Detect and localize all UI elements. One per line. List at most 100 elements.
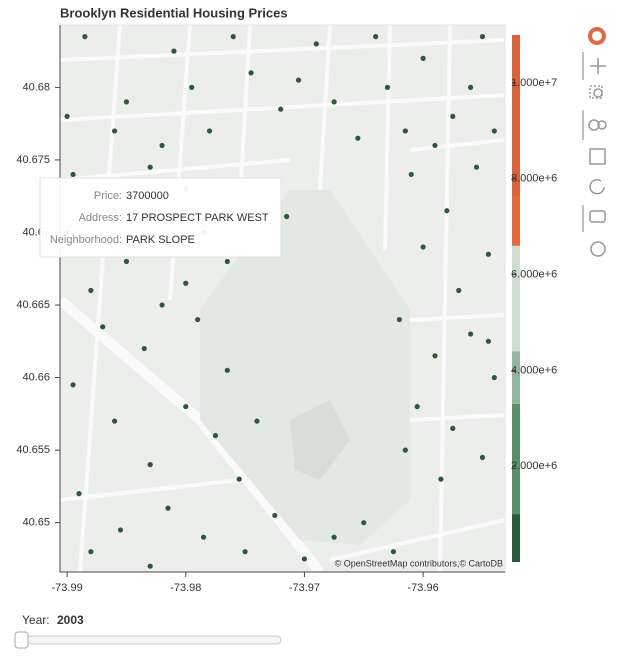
tooltip-label: Neighborhood: bbox=[50, 234, 122, 246]
x-tick-label: -73.96 bbox=[408, 582, 439, 594]
toolbar bbox=[582, 27, 607, 257]
point bbox=[402, 128, 408, 134]
wheel-zoom-tool[interactable] bbox=[588, 119, 607, 131]
point bbox=[111, 128, 118, 134]
point bbox=[479, 454, 486, 460]
point bbox=[123, 99, 130, 105]
colorbar-band bbox=[512, 351, 520, 404]
point bbox=[432, 142, 438, 149]
point bbox=[212, 433, 219, 439]
point bbox=[76, 491, 82, 497]
point bbox=[278, 106, 284, 112]
colorbar-tick-label: 6.000e+6 bbox=[511, 268, 557, 280]
points bbox=[64, 34, 497, 569]
point bbox=[70, 382, 76, 388]
chart-title: Brooklyn Residential Housing Prices bbox=[60, 5, 288, 20]
point bbox=[195, 316, 201, 323]
point bbox=[438, 476, 444, 482]
slider: Year: 2003 bbox=[14, 613, 282, 649]
slider-handle[interactable] bbox=[14, 631, 29, 649]
point bbox=[420, 55, 426, 61]
point bbox=[159, 302, 165, 308]
point bbox=[206, 128, 213, 134]
point bbox=[88, 549, 94, 555]
point bbox=[284, 213, 290, 220]
point bbox=[331, 534, 337, 540]
point bbox=[331, 99, 337, 105]
point bbox=[224, 258, 230, 265]
attribution: © OpenStreetMap contributors,© CartoDB bbox=[335, 558, 503, 568]
point bbox=[147, 164, 153, 170]
point bbox=[313, 41, 319, 47]
point bbox=[64, 113, 70, 120]
y-tick-label: 40.655 bbox=[16, 444, 50, 456]
colorbar-band bbox=[512, 514, 520, 562]
y-tick-label: 40.68 bbox=[22, 81, 50, 93]
point bbox=[396, 316, 402, 323]
reset-tool[interactable] bbox=[589, 179, 605, 195]
point bbox=[147, 462, 153, 468]
point bbox=[88, 287, 94, 294]
colorbar: 2.000e+6 4.000e+6 6.000e+6 8.000e+6 1.000e+7 bbox=[511, 35, 557, 562]
colorbar-tick-label: 8.000e+6 bbox=[511, 173, 557, 185]
colorbar-tick-label: 4.000e+6 bbox=[511, 364, 557, 376]
point bbox=[491, 128, 497, 134]
y-tick-label: 40.675 bbox=[16, 154, 50, 166]
pan-tool[interactable] bbox=[590, 58, 606, 74]
point bbox=[171, 48, 177, 54]
bokeh-logo bbox=[588, 27, 606, 45]
axes: -73.99 -73.98 -73.97 -73.96 40.65 40.655 40.66… bbox=[16, 25, 505, 594]
point bbox=[117, 527, 124, 533]
point bbox=[414, 403, 420, 410]
point bbox=[248, 70, 254, 76]
colorbar-band bbox=[512, 35, 520, 196]
point bbox=[450, 113, 456, 120]
point bbox=[82, 34, 88, 40]
tooltip-label: Price: bbox=[94, 190, 122, 202]
point bbox=[384, 84, 391, 90]
point bbox=[183, 280, 189, 286]
point bbox=[183, 403, 189, 410]
point bbox=[402, 447, 408, 453]
point bbox=[485, 251, 491, 257]
point bbox=[450, 425, 456, 431]
point bbox=[165, 505, 171, 511]
point bbox=[432, 353, 438, 359]
point bbox=[230, 34, 236, 40]
box-zoom-tool[interactable] bbox=[589, 85, 603, 99]
point bbox=[236, 476, 242, 482]
point bbox=[485, 338, 491, 344]
point bbox=[123, 258, 130, 265]
help-tool[interactable] bbox=[590, 241, 606, 257]
save-tool[interactable] bbox=[589, 148, 606, 165]
point bbox=[467, 84, 474, 90]
point bbox=[189, 84, 195, 90]
point bbox=[141, 345, 147, 352]
slider-track[interactable] bbox=[15, 635, 282, 645]
tooltip-value: 3700000 bbox=[126, 190, 169, 202]
slider-value: 2003 bbox=[57, 613, 84, 627]
point bbox=[479, 34, 486, 40]
point bbox=[111, 418, 118, 424]
colorbar-tick-label: 1.000e+7 bbox=[511, 77, 557, 89]
colorbar-band bbox=[512, 195, 520, 246]
x-tick-label: -73.99 bbox=[52, 582, 83, 594]
y-tick-label: 40.65 bbox=[22, 517, 50, 529]
point bbox=[295, 77, 302, 83]
point bbox=[361, 520, 367, 526]
point bbox=[355, 135, 361, 141]
x-tick-label: -73.98 bbox=[170, 582, 201, 594]
point bbox=[100, 324, 106, 330]
point bbox=[272, 512, 278, 519]
colorbar-band bbox=[512, 245, 520, 352]
hover-tool[interactable] bbox=[589, 210, 606, 223]
point bbox=[491, 374, 497, 381]
point bbox=[390, 549, 397, 555]
map bbox=[60, 25, 505, 572]
tooltip-value: PARK SLOPE bbox=[126, 234, 195, 246]
point bbox=[224, 367, 230, 373]
slider-label: Year: bbox=[22, 613, 50, 627]
point bbox=[456, 287, 462, 294]
tooltip-label: Address: bbox=[79, 212, 122, 224]
